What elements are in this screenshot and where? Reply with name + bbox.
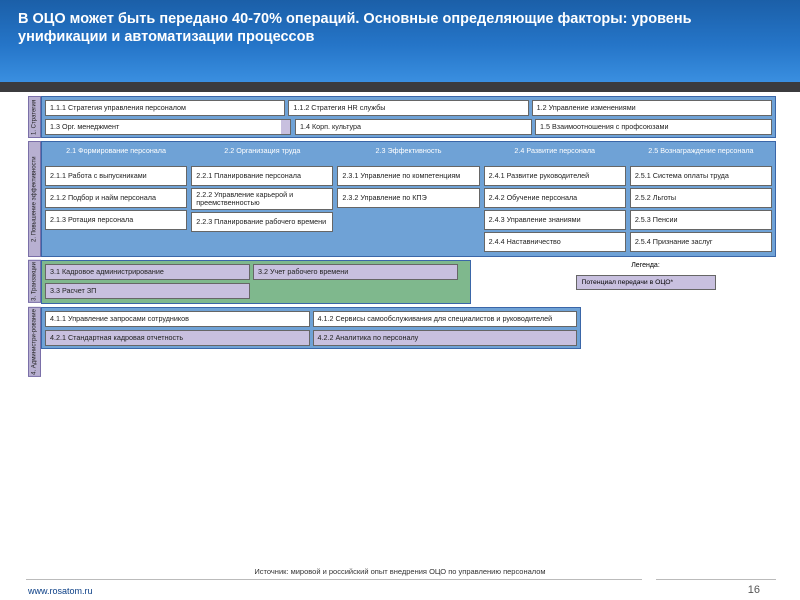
box-2-4-4: 2.4.4 Наставничество bbox=[484, 232, 626, 252]
legend: Легенда: Потенциал передачи в ОЦО* bbox=[515, 260, 776, 290]
box-3-2: 3.2 Учет рабочего времени bbox=[253, 264, 458, 280]
legend-title: Легенда: bbox=[515, 262, 776, 269]
box-2-5-4: 2.5.4 Признание заслуг bbox=[630, 232, 772, 252]
box-1-1-2: 1.1.2 Стратегия HR службы bbox=[288, 100, 528, 116]
box-1-1-1: 1.1.1 Стратегия управления персоналом bbox=[45, 100, 285, 116]
box-2-1-3: 2.1.3 Ротация персонала bbox=[45, 210, 187, 230]
section-efficiency: 2. Повышение эффективности 2.1 Формирова… bbox=[28, 141, 776, 257]
box-4-2-2: 4.2.2 Аналитика по персоналу bbox=[313, 330, 578, 346]
box-2-1-1: 2.1.1 Работа с выпускниками bbox=[45, 166, 187, 186]
legend-item: Потенциал передачи в ОЦО* bbox=[576, 275, 716, 290]
col-2-3: 2.3 Эффективность 2.3.1 Управление по ко… bbox=[337, 146, 479, 252]
section-panel-3: 3.1 Кадровое администрирование 3.2 Учет … bbox=[41, 260, 471, 304]
box-3-3: 3.3 Расчет ЗП bbox=[45, 283, 250, 299]
section-transactions: 3. Транзакции 3.1 Кадровое администриров… bbox=[28, 260, 776, 304]
box-4-1-1: 4.1.1 Управление запросами сотрудников bbox=[45, 311, 310, 327]
col-2-4: 2.4 Развитие персонала 2.4.1 Развитие ру… bbox=[484, 146, 626, 252]
section-label-2: 2. Повышение эффективности bbox=[28, 141, 41, 257]
box-1-4: 1.4 Корп. культура bbox=[295, 119, 532, 135]
footer-url: www.rosatom.ru bbox=[28, 586, 93, 596]
col-2-2: 2.2 Организация труда 2.2.1 Планирование… bbox=[191, 146, 333, 252]
box-2-2-3: 2.2.3 Планирование рабочего времени bbox=[191, 212, 333, 232]
box-2-1-2: 2.1.2 Подбор и найм персонала bbox=[45, 188, 187, 208]
box-4-2-1: 4.2.1 Стандартная кадровая отчетность bbox=[45, 330, 310, 346]
header-divider bbox=[0, 82, 800, 92]
box-2-2-2: 2.2.2 Управление карьерой и преемственно… bbox=[191, 188, 333, 210]
section-panel-1: 1.1.1 Стратегия управления персоналом 1.… bbox=[41, 96, 776, 138]
box-2-5-1: 2.5.1 Система оплаты труда bbox=[630, 166, 772, 186]
section-panel-4: 4.1.1 Управление запросами сотрудников 4… bbox=[41, 307, 581, 349]
section-panel-2: 2.1 Формирование персонала 2.1.1 Работа … bbox=[41, 141, 776, 257]
box-2-3-1: 2.3.1 Управление по компетенциям bbox=[337, 166, 479, 186]
footer-line bbox=[26, 579, 642, 580]
box-2-2-1: 2.2.1 Планирование персонала bbox=[191, 166, 333, 186]
colhead-2-1: 2.1 Формирование персонала bbox=[45, 146, 187, 164]
col-2-1: 2.1 Формирование персонала 2.1.1 Работа … bbox=[45, 146, 187, 252]
colhead-2-2: 2.2 Организация труда bbox=[191, 146, 333, 164]
colhead-2-5: 2.5 Вознаграждение персонала bbox=[630, 146, 772, 164]
stub-indicator bbox=[281, 119, 291, 135]
source-text: Источник: мировой и российский опыт внед… bbox=[0, 567, 800, 576]
section-label-3: 3. Транзакции bbox=[28, 260, 41, 303]
section-admin: 4. Администри-рование 4.1.1 Управление з… bbox=[28, 307, 776, 377]
footer-line-right bbox=[656, 579, 776, 580]
section-label-4: 4. Администри-рование bbox=[28, 307, 41, 377]
box-2-4-3: 2.4.3 Управление знаниями bbox=[484, 210, 626, 230]
box-3-1: 3.1 Кадровое администрирование bbox=[45, 264, 250, 280]
box-2-5-3: 2.5.3 Пенсии bbox=[630, 210, 772, 230]
colhead-2-3: 2.3 Эффективность bbox=[337, 146, 479, 164]
page-title: В ОЦО может быть передано 40-70% операци… bbox=[18, 10, 782, 46]
colhead-2-4: 2.4 Развитие персонала bbox=[484, 146, 626, 164]
page-number: 16 bbox=[748, 584, 760, 596]
section-label-1: 1. Стратегия bbox=[28, 96, 41, 138]
box-1-5: 1.5 Взаимоотношения с профсоюзами bbox=[535, 119, 772, 135]
box-2-3-2: 2.3.2 Управление по КПЭ bbox=[337, 188, 479, 208]
col-2-5: 2.5 Вознаграждение персонала 2.5.1 Систе… bbox=[630, 146, 772, 252]
section-strategy: 1. Стратегия 1.1.1 Стратегия управления … bbox=[28, 96, 776, 138]
header-banner: В ОЦО может быть передано 40-70% операци… bbox=[0, 0, 800, 82]
box-4-1-2: 4.1.2 Сервисы самообслуживания для специ… bbox=[313, 311, 578, 327]
content-area: 1. Стратегия 1.1.1 Стратегия управления … bbox=[28, 96, 776, 560]
box-2-5-2: 2.5.2 Льготы bbox=[630, 188, 772, 208]
box-1-2: 1.2 Управление изменениями bbox=[532, 100, 772, 116]
box-2-4-2: 2.4.2 Обучение персонала bbox=[484, 188, 626, 208]
box-2-4-1: 2.4.1 Развитие руководителей bbox=[484, 166, 626, 186]
box-1-3: 1.3 Орг. менеджмент bbox=[45, 119, 282, 135]
